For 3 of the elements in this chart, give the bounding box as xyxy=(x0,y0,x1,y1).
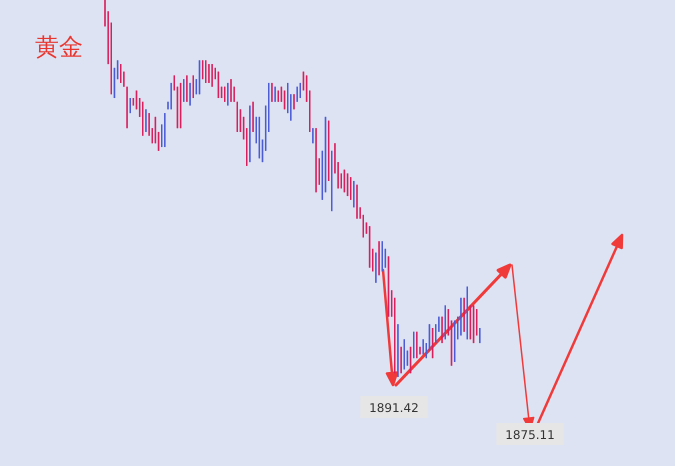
title: 黄金 xyxy=(35,33,83,61)
annotation: 1875.11 xyxy=(496,423,564,445)
annotation: 1891.42 xyxy=(360,396,428,418)
